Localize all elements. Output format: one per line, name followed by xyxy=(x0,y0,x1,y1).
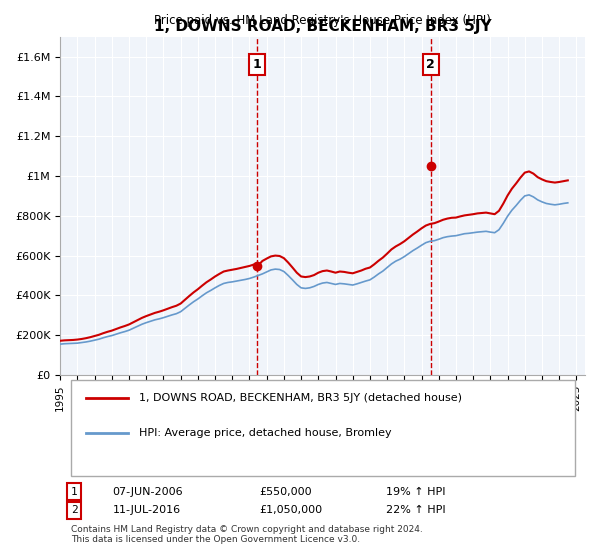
Text: 2: 2 xyxy=(426,58,435,71)
Text: 1: 1 xyxy=(253,58,262,71)
Text: £550,000: £550,000 xyxy=(260,487,312,497)
Text: 19% ↑ HPI: 19% ↑ HPI xyxy=(386,487,445,497)
Text: 2: 2 xyxy=(71,505,77,515)
Text: 1: 1 xyxy=(71,487,77,497)
Text: 22% ↑ HPI: 22% ↑ HPI xyxy=(386,505,445,515)
Text: 07-JUN-2006: 07-JUN-2006 xyxy=(113,487,184,497)
Text: Contains HM Land Registry data © Crown copyright and database right 2024.
This d: Contains HM Land Registry data © Crown c… xyxy=(71,525,422,544)
Title: 1, DOWNS ROAD, BECKENHAM, BR3 5JY: 1, DOWNS ROAD, BECKENHAM, BR3 5JY xyxy=(154,19,491,34)
Text: £1,050,000: £1,050,000 xyxy=(260,505,323,515)
Text: HPI: Average price, detached house, Bromley: HPI: Average price, detached house, Brom… xyxy=(139,428,392,438)
Text: 1, DOWNS ROAD, BECKENHAM, BR3 5JY (detached house): 1, DOWNS ROAD, BECKENHAM, BR3 5JY (detac… xyxy=(139,393,462,403)
Text: 11-JUL-2016: 11-JUL-2016 xyxy=(113,505,181,515)
FancyBboxPatch shape xyxy=(71,380,575,476)
Text: Price paid vs. HM Land Registry's House Price Index (HPI): Price paid vs. HM Land Registry's House … xyxy=(154,13,491,26)
